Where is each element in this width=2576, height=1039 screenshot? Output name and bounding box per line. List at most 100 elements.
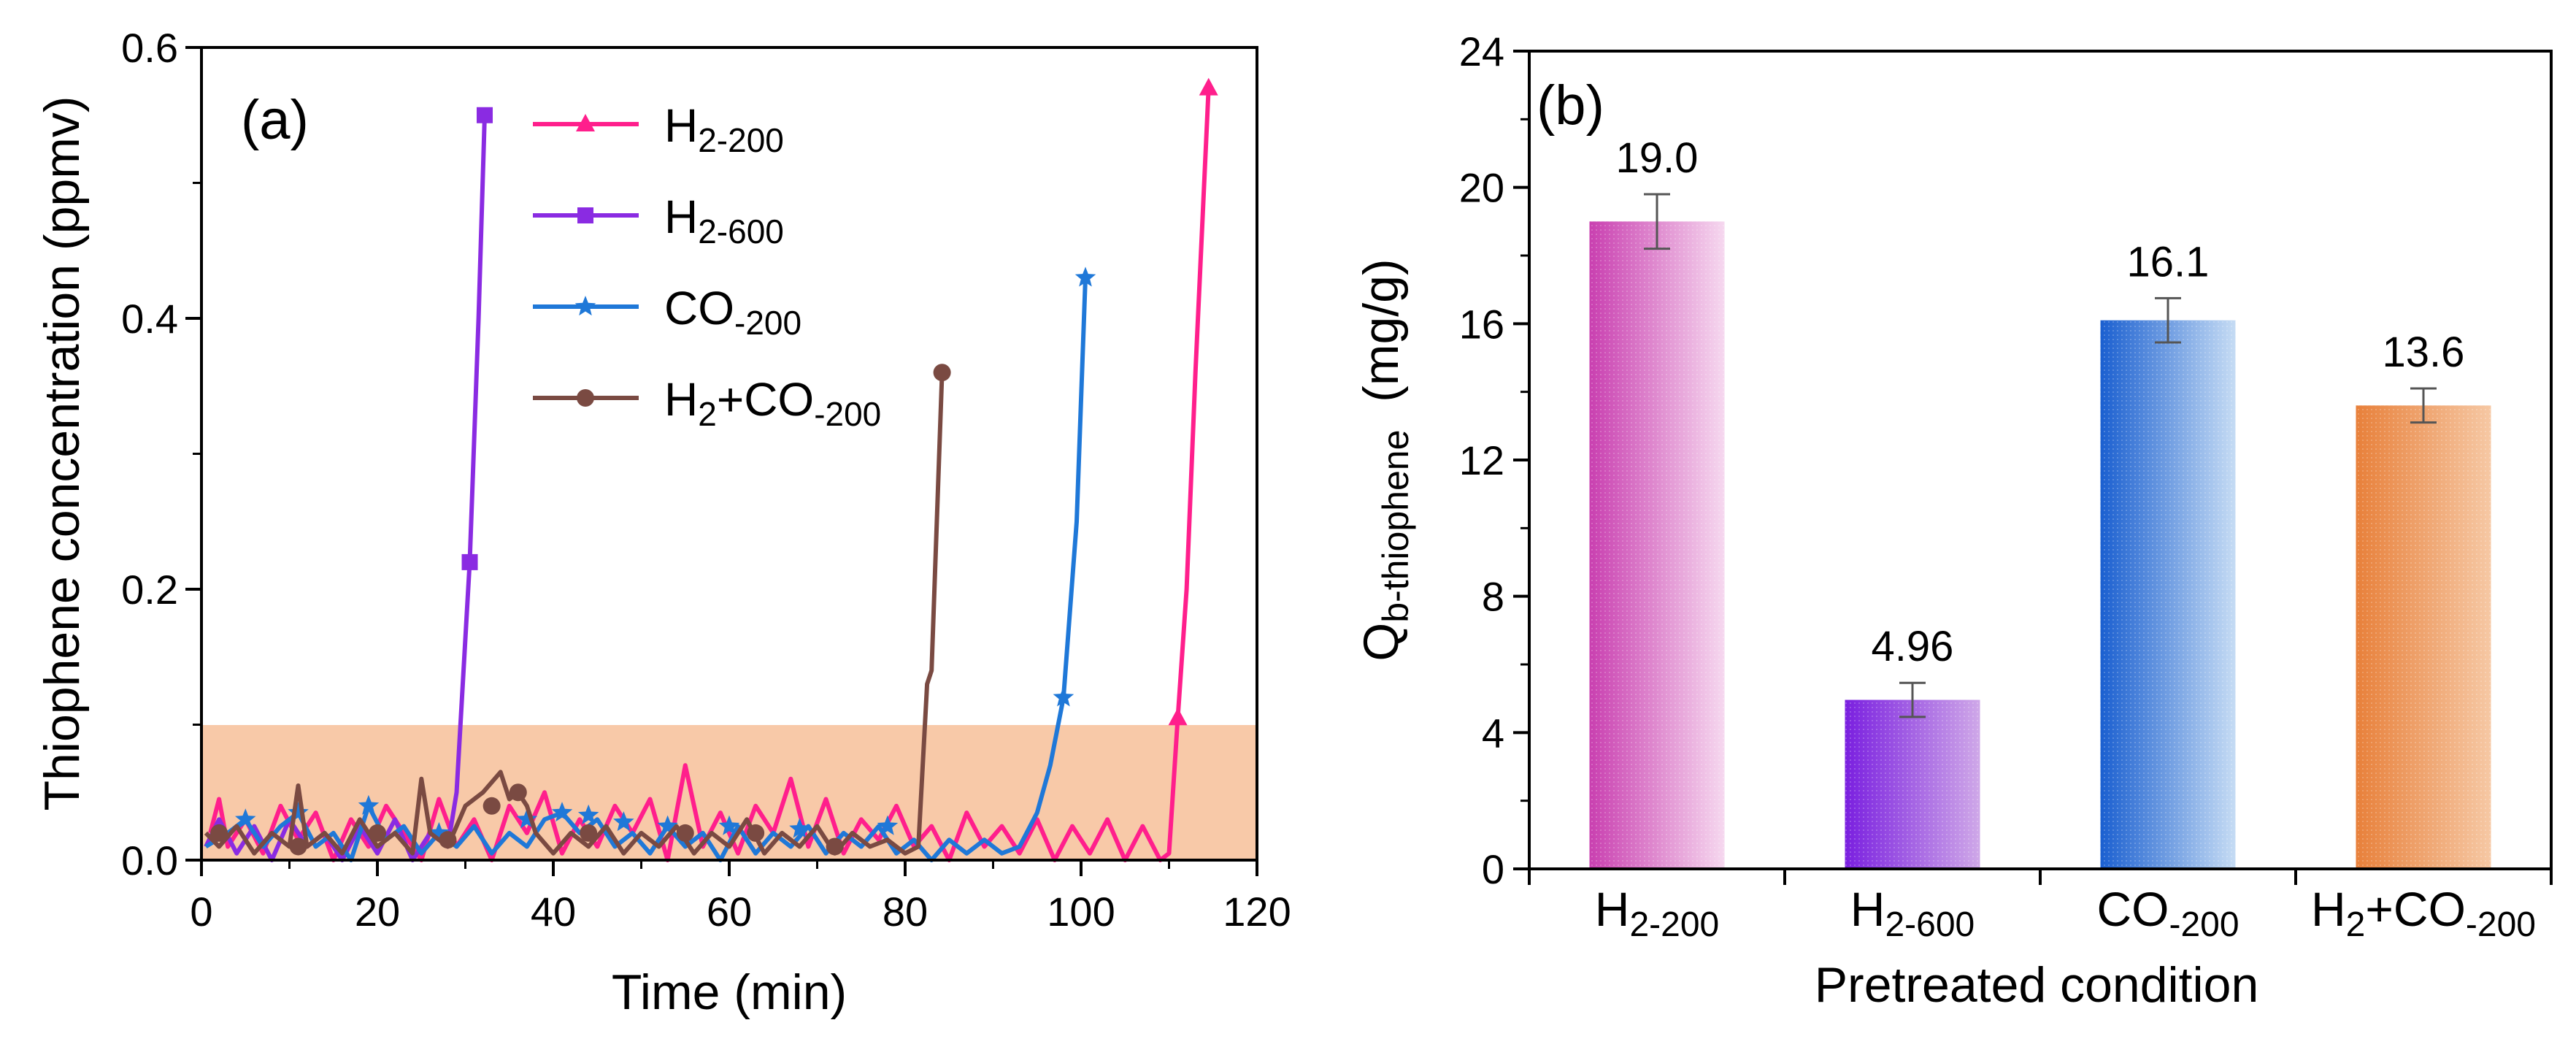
panel-b-label: (b): [1537, 74, 1604, 137]
series-point-H2+CO-200: [580, 824, 598, 842]
category-H2-600-base: H: [1850, 882, 1885, 936]
legend-H2+CO-200-subscript: 2: [698, 395, 717, 433]
x-tick-label: 0: [190, 889, 212, 935]
category-H2-200-subscript: 2-200: [1629, 905, 1719, 944]
series-point-CO-200: [1074, 267, 1096, 287]
y-tick-label: 20: [1459, 165, 1504, 211]
series-point-H2+CO-200: [289, 837, 307, 856]
y-tick-label: 4: [1482, 710, 1504, 756]
panel-b-x-axis-title: Pretreated condition: [1815, 957, 2259, 1013]
y-tick-label: 0: [1482, 846, 1504, 892]
panel-b-bars: 19.0 4.96 16.1 13.6: [1589, 134, 2491, 870]
panel-a-x-axis: 0 20 40 60 80 100 120: [190, 860, 1291, 935]
category-label-H2+CO-200: H2+CO-200: [2311, 882, 2536, 944]
category-H2-200-base: H: [1595, 882, 1630, 936]
series-point-CO-200: [577, 804, 599, 824]
y-title-subscript: b-thiophene: [1375, 430, 1416, 623]
y-title-unit: (mg/g): [1353, 258, 1409, 429]
bar-value-label: 4.96: [1872, 623, 1954, 670]
category-H2+CO-200-subscript-2: -200: [2466, 905, 2536, 944]
category-H2+CO-200-rest: +CO: [2365, 882, 2466, 936]
series-line-CO-200: [204, 277, 1088, 862]
series-point-CO-200: [789, 818, 810, 838]
legend-label-H2-600: H2-600: [664, 191, 784, 250]
legend-label-CO-200: CO-200: [664, 282, 801, 342]
legend-CO-200-base: CO: [664, 282, 734, 334]
legend-H2+CO-200-subscript-2: -200: [814, 395, 881, 433]
legend-H2+CO-200-rest: +CO: [717, 373, 814, 426]
bar-value-label: 19.0: [1616, 134, 1699, 182]
legend-marker-H2-600: [577, 207, 593, 223]
bar-texture-CO-200: [2100, 320, 2236, 870]
series-point-CO-200: [516, 808, 538, 829]
series-point-CO-200: [551, 802, 573, 822]
panel-a-x-axis-title: Time (min): [612, 965, 847, 1020]
series-line-H2-200: [208, 88, 1211, 862]
y-tick-label: 12: [1459, 437, 1504, 483]
legend-label-H2+CO-200: H2+CO-200: [664, 373, 881, 433]
series-point-H2-200: [1199, 77, 1218, 96]
legend-H2+CO-200-base: H: [664, 373, 698, 426]
y-tick-label: 0.4: [121, 296, 178, 342]
category-CO-200-base: CO: [2096, 882, 2169, 936]
series-point-CO-200: [428, 821, 450, 842]
panel-a-series-group: [204, 77, 1218, 862]
y-tick-label: 24: [1459, 28, 1504, 74]
panel-b-y-axis: 0 4 8 12 16 20 24: [1459, 28, 1529, 892]
category-label-H2-600: H2-600: [1850, 882, 1975, 944]
x-tick-label: 20: [355, 889, 400, 935]
y-tick-label: 0.0: [121, 837, 178, 883]
series-point-CO-200: [288, 802, 309, 822]
series-point-CO-200: [877, 815, 899, 835]
legend-marker-H2+CO-200: [577, 389, 594, 407]
series-point-CO-200: [235, 808, 256, 829]
y-tick-label: 0.2: [121, 567, 178, 613]
legend-H2-600-base: H: [664, 191, 698, 243]
series-point-H2+CO-200: [933, 364, 951, 382]
series-point-H2+CO-200: [747, 824, 765, 842]
y-tick-label: 16: [1459, 301, 1504, 347]
panel-a-y-axis: 0.0 0.2 0.4 0.6: [121, 25, 201, 883]
category-H2+CO-200-subscript: 2: [2346, 905, 2366, 944]
legend-label-H2-200: H2-200: [664, 99, 784, 159]
bar-texture-H2+CO-200: [2356, 405, 2491, 869]
series-point-H2+CO-200: [676, 824, 694, 842]
series-point-H2-600: [477, 107, 493, 123]
series-point-CO-200: [1053, 686, 1074, 707]
series-point-H2+CO-200: [509, 783, 527, 802]
legend-marker-H2-200: [576, 114, 595, 131]
panel-b-x-axis: H2-200 H2-600 CO-200 H2+CO-200: [1528, 869, 2553, 944]
panel-a-label: (a): [241, 89, 309, 151]
x-tick-label: 60: [707, 889, 752, 935]
series-point-CO-200: [358, 794, 380, 815]
bar-texture-H2-200: [1589, 221, 1725, 869]
series-point-H2+CO-200: [439, 831, 457, 849]
legend-H2-200-subscript: 2-200: [698, 121, 784, 159]
category-H2+CO-200-base: H: [2311, 882, 2346, 936]
panel-a-y-axis-title: Thiophene concentration (ppmv): [34, 96, 90, 811]
x-tick-label: 40: [531, 889, 576, 935]
y-tick-label: 0.6: [121, 25, 178, 71]
series-point-H2-200: [1168, 708, 1188, 726]
x-tick-label: 120: [1223, 889, 1291, 935]
category-label-H2-200: H2-200: [1595, 882, 1719, 944]
bar-value-label: 13.6: [2383, 329, 2465, 376]
series-point-CO-200: [718, 815, 740, 835]
series-point-H2-600: [461, 553, 478, 570]
series-point-CO-200: [613, 811, 634, 832]
category-H2-600-subscript: 2-600: [1885, 905, 1975, 944]
bar-texture-H2-600: [1845, 699, 1980, 869]
bar-value-label: 16.1: [2127, 238, 2210, 285]
panel-b-y-axis-title: Qb-thiophene (mg/g): [1353, 258, 1416, 661]
legend-H2-600-subscript: 2-600: [698, 212, 784, 250]
legend-marker-CO-200: [574, 296, 596, 316]
category-label-CO-200: CO-200: [2096, 882, 2239, 944]
series-point-H2+CO-200: [369, 824, 386, 842]
y-title-base: Q: [1353, 623, 1409, 662]
category-CO-200-subscript: -200: [2169, 905, 2239, 944]
series-point-H2+CO-200: [482, 797, 501, 815]
